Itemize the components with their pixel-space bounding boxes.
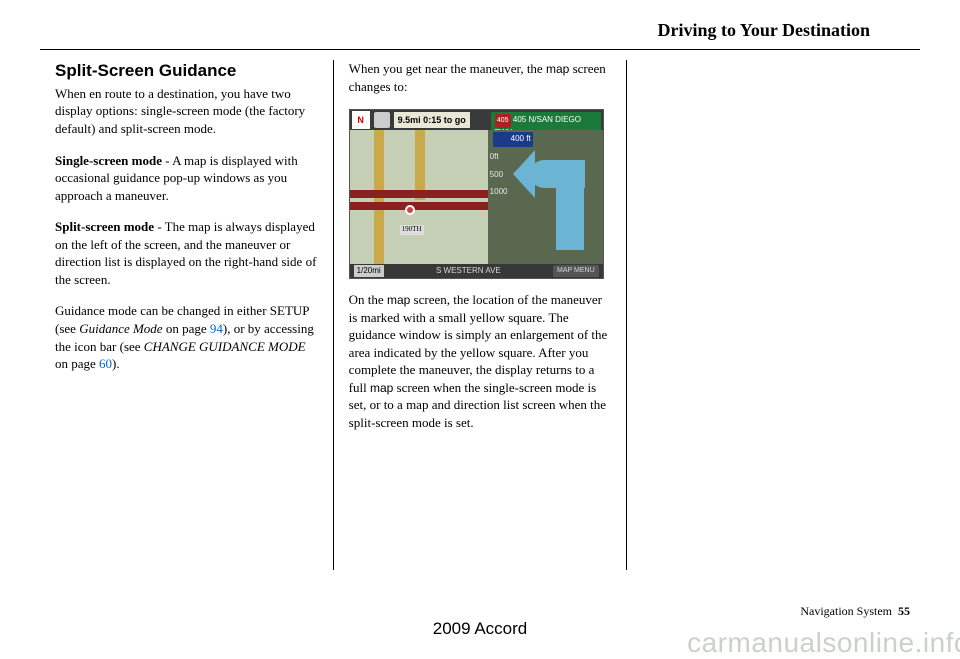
nav-screenshot: N 9.5mi 0:15 to go 405 405 N/SAN DIEGO F… [349,109,604,279]
road [350,202,490,210]
vehicle-model: 2009 Accord [433,619,528,639]
page-number: 55 [898,604,910,618]
scale-tick: 1000 [490,183,508,201]
trip-info: 9.5mi 0:15 to go [394,112,470,128]
paragraph: When en route to a destination, you have… [55,85,318,138]
watermark: carmanualsonline.info [687,627,960,659]
map-area: 190TH [350,130,490,264]
column-2: When you get near the maneuver, the map … [334,60,628,570]
turn-arrow-icon [518,150,593,250]
text: On the [349,292,387,307]
highway-shield-icon: 405 [495,114,511,128]
page-link[interactable]: 94 [210,321,223,336]
text: on page [163,321,210,336]
guidance-panel: 400 ft 0ft 500 1000 [488,130,603,264]
road [350,190,490,198]
mode-label: Single-screen mode [55,153,162,168]
current-street: S WESTERN AVE [436,266,501,277]
page-link[interactable]: 60 [99,356,112,371]
column-1: Split-Screen Guidance When en route to a… [40,60,334,570]
mode-label: Split-screen mode [55,219,154,234]
text: on page [55,356,99,371]
paragraph: Guidance mode can be changed in either S… [55,302,318,372]
ui-term: map [370,381,393,395]
ui-term: map [387,293,410,307]
section-title: Split-Screen Guidance [55,60,318,83]
column-3 [627,60,920,570]
distance-label: 400 ft [493,132,533,147]
scale-marks: 0ft 500 1000 [490,148,508,201]
text: When you get near the maneuver, the [349,61,546,76]
scale-tick: 500 [490,166,508,184]
footer-section: Navigation System 55 [800,604,910,619]
zoom-level: 1/20mi [354,265,384,278]
content-columns: Split-Screen Guidance When en route to a… [0,50,960,570]
chapter-title: Driving to Your Destination [40,0,920,50]
paragraph: Split-screen mode - The map is always di… [55,218,318,288]
gps-icon [374,112,390,128]
nav-bottom-bar: 1/20mi S WESTERN AVE MAP MENU [350,264,603,278]
section-name: Navigation System [800,604,892,618]
scale-tick: 0ft [490,148,508,166]
paragraph: On the map screen, the location of the m… [349,291,612,431]
cross-ref: CHANGE GUIDANCE MODE [144,339,306,354]
compass-icon: N [352,111,370,129]
vehicle-marker-icon [405,205,415,215]
paragraph: When you get near the maneuver, the map … [349,60,612,95]
text: ). [112,356,120,371]
street-label: 190TH [400,225,424,234]
paragraph: Single-screen mode - A map is displayed … [55,152,318,205]
ui-term: map [546,62,569,76]
cross-ref: Guidance Mode [79,321,162,336]
map-menu-button: MAP MENU [553,265,599,276]
